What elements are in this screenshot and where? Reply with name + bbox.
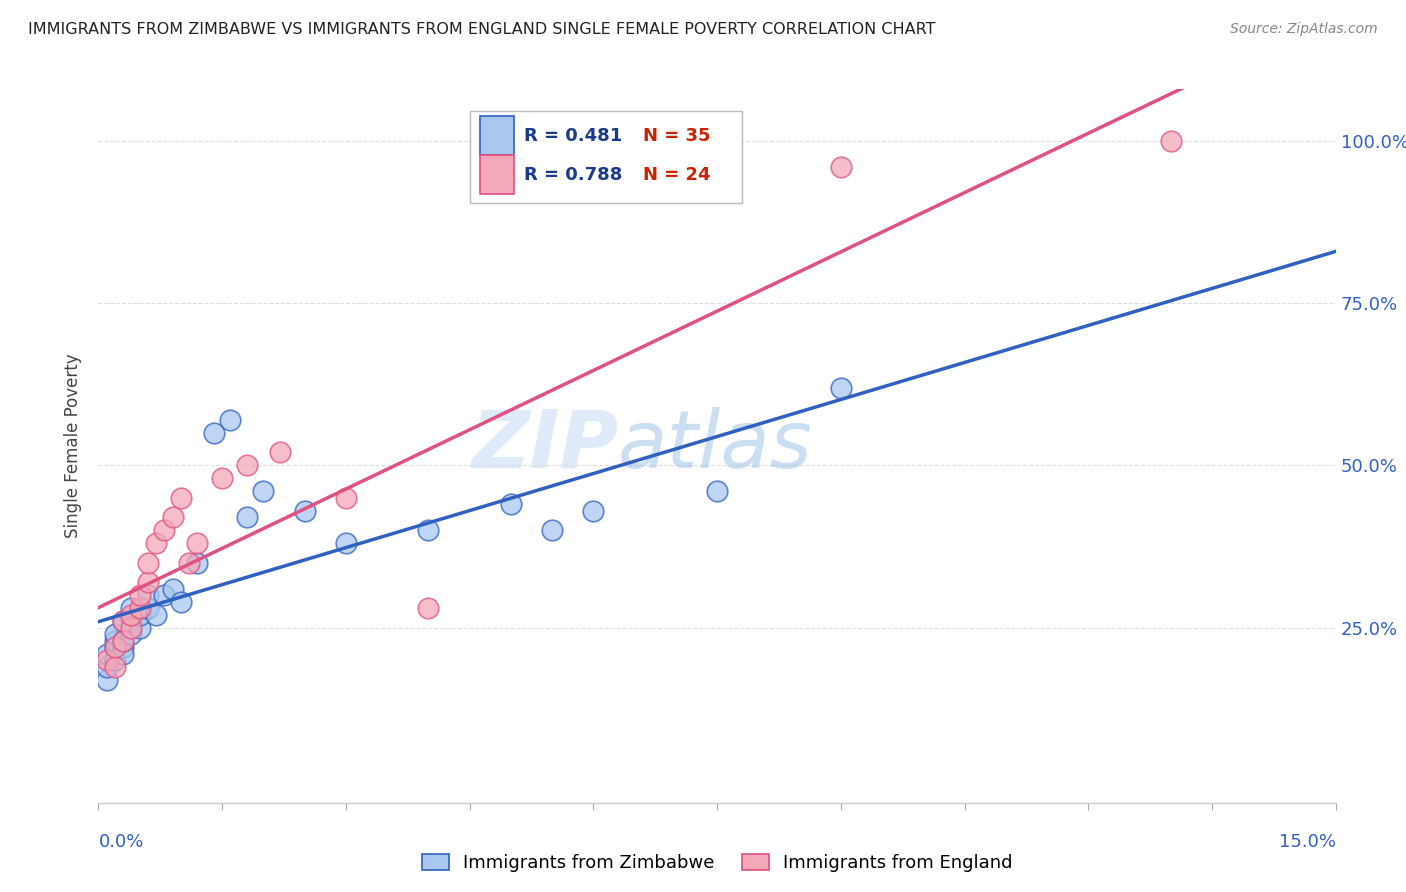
- Text: 0.0%: 0.0%: [98, 833, 143, 851]
- Point: [112, 640, 135, 654]
- Point: [112, 633, 135, 648]
- Point: [202, 425, 225, 440]
- Point: [236, 510, 259, 524]
- Text: R = 0.481: R = 0.481: [524, 127, 623, 145]
- Point: [219, 413, 242, 427]
- Text: 15.0%: 15.0%: [1278, 833, 1336, 851]
- Point: [162, 582, 184, 596]
- Point: [104, 653, 127, 667]
- Text: Source: ZipAtlas.com: Source: ZipAtlas.com: [1230, 22, 1378, 37]
- Point: [145, 607, 167, 622]
- Point: [418, 524, 440, 538]
- Point: [120, 627, 142, 641]
- Y-axis label: Single Female Poverty: Single Female Poverty: [65, 354, 83, 538]
- Point: [104, 640, 127, 654]
- Point: [294, 504, 316, 518]
- Point: [706, 484, 728, 499]
- Legend: Immigrants from Zimbabwe, Immigrants from England: Immigrants from Zimbabwe, Immigrants fro…: [415, 847, 1019, 880]
- Point: [162, 510, 184, 524]
- Text: atlas: atlas: [619, 407, 813, 485]
- Point: [120, 601, 142, 615]
- Point: [120, 621, 142, 635]
- Point: [96, 673, 118, 687]
- Point: [136, 575, 159, 590]
- Point: [120, 614, 142, 628]
- Point: [112, 614, 135, 628]
- Point: [236, 458, 259, 473]
- Point: [104, 659, 127, 673]
- Point: [269, 445, 291, 459]
- Text: R = 0.788: R = 0.788: [524, 166, 623, 184]
- Point: [145, 536, 167, 550]
- Point: [112, 633, 135, 648]
- FancyBboxPatch shape: [470, 111, 742, 203]
- Point: [541, 524, 564, 538]
- Point: [112, 614, 135, 628]
- Point: [120, 607, 142, 622]
- Point: [335, 491, 357, 505]
- Point: [1160, 134, 1182, 148]
- Point: [252, 484, 274, 499]
- Point: [170, 595, 193, 609]
- Text: ZIP: ZIP: [471, 407, 619, 485]
- Point: [499, 497, 522, 511]
- Text: N = 35: N = 35: [643, 127, 710, 145]
- Point: [112, 647, 135, 661]
- FancyBboxPatch shape: [479, 155, 515, 194]
- Point: [153, 524, 176, 538]
- Point: [104, 627, 127, 641]
- Point: [104, 633, 127, 648]
- Point: [830, 381, 852, 395]
- Point: [96, 653, 118, 667]
- Point: [128, 588, 150, 602]
- Point: [418, 601, 440, 615]
- Point: [830, 160, 852, 174]
- Point: [136, 556, 159, 570]
- Point: [96, 647, 118, 661]
- Point: [104, 640, 127, 654]
- Point: [582, 504, 605, 518]
- Point: [170, 491, 193, 505]
- FancyBboxPatch shape: [479, 116, 515, 155]
- Text: IMMIGRANTS FROM ZIMBABWE VS IMMIGRANTS FROM ENGLAND SINGLE FEMALE POVERTY CORREL: IMMIGRANTS FROM ZIMBABWE VS IMMIGRANTS F…: [28, 22, 935, 37]
- Point: [186, 556, 208, 570]
- Point: [186, 536, 208, 550]
- Point: [96, 659, 118, 673]
- Point: [211, 471, 233, 485]
- Point: [128, 621, 150, 635]
- Point: [179, 556, 201, 570]
- Point: [136, 588, 159, 602]
- Point: [335, 536, 357, 550]
- Point: [153, 588, 176, 602]
- Text: N = 24: N = 24: [643, 166, 710, 184]
- Point: [128, 601, 150, 615]
- Point: [128, 607, 150, 622]
- Point: [136, 601, 159, 615]
